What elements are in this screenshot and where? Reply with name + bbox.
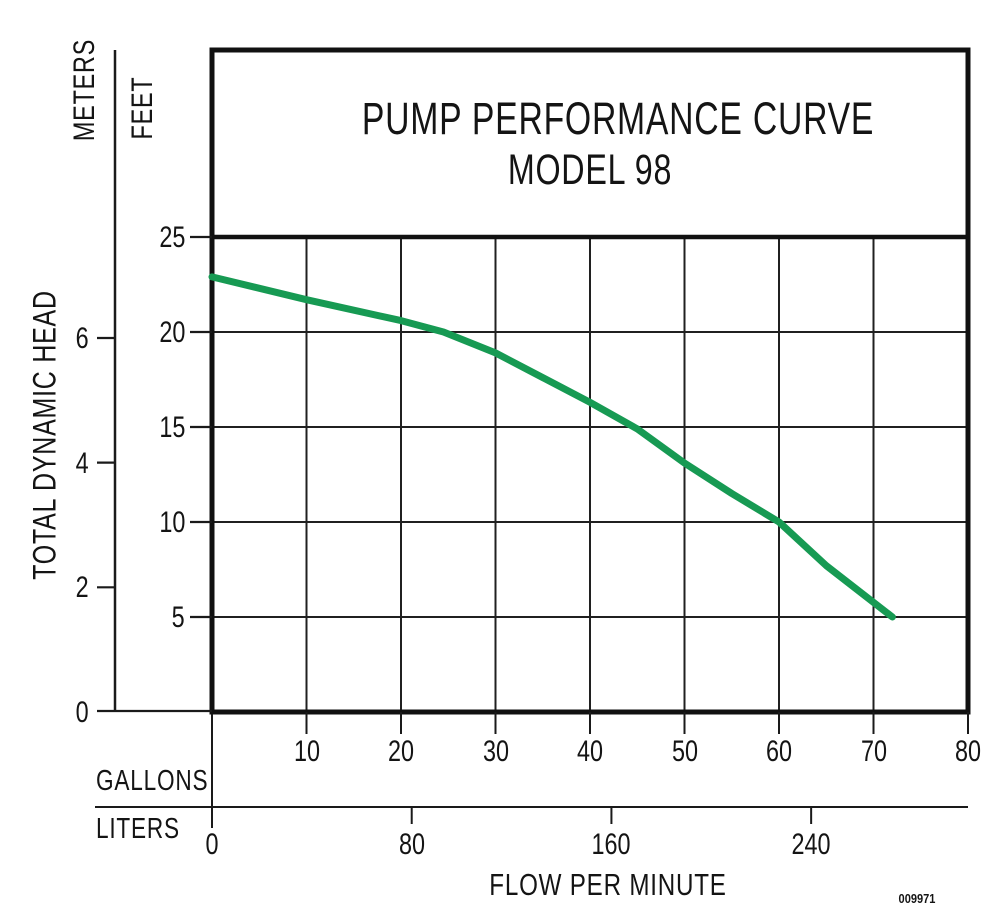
feet-tick-label: 15 bbox=[158, 411, 185, 444]
gallons-tick-label: 60 bbox=[765, 735, 793, 768]
liters-tick-label: 240 bbox=[791, 828, 831, 861]
meters-tick-label: 2 bbox=[75, 571, 89, 605]
chart-title: PUMP PERFORMANCE CURVE bbox=[361, 93, 875, 144]
y-axis-title: TOTAL DYNAMIC HEAD bbox=[26, 290, 63, 580]
figure-number: 009971 bbox=[898, 891, 936, 906]
meters-axis-label: METERS bbox=[68, 38, 101, 142]
feet-tick-label: 10 bbox=[158, 506, 185, 539]
gallons-axis-label: GALLONS bbox=[96, 765, 209, 797]
liters-tick-label: 0 bbox=[205, 828, 219, 861]
feet-tick-label: 5 bbox=[171, 601, 185, 634]
feet-tick-label: 25 bbox=[158, 221, 185, 254]
gallons-tick-label: 80 bbox=[954, 735, 982, 768]
liters-tick-label: 160 bbox=[591, 828, 631, 861]
gallons-tick-label: 10 bbox=[293, 735, 320, 768]
meters-tick-label: 4 bbox=[75, 446, 89, 480]
x-axis-title: FLOW PER MINUTE bbox=[489, 867, 727, 902]
feet-axis-label: FEET bbox=[126, 76, 159, 140]
chart-subtitle: MODEL 98 bbox=[507, 146, 673, 194]
gallons-tick-label: 70 bbox=[860, 735, 887, 768]
meters-tick-label: 0 bbox=[75, 696, 89, 729]
gallons-tick-label: 50 bbox=[671, 735, 698, 768]
performance-curve bbox=[208, 273, 896, 621]
liters-tick-label: 80 bbox=[398, 828, 425, 861]
gallons-tick-label: 20 bbox=[387, 735, 415, 768]
meters-tick-label: 6 bbox=[75, 321, 89, 355]
gallons-tick-label: 30 bbox=[482, 735, 509, 768]
liters-axis-label: LITERS bbox=[96, 813, 180, 845]
gallons-tick-label: 40 bbox=[576, 735, 604, 768]
feet-tick-label: 20 bbox=[158, 316, 185, 349]
